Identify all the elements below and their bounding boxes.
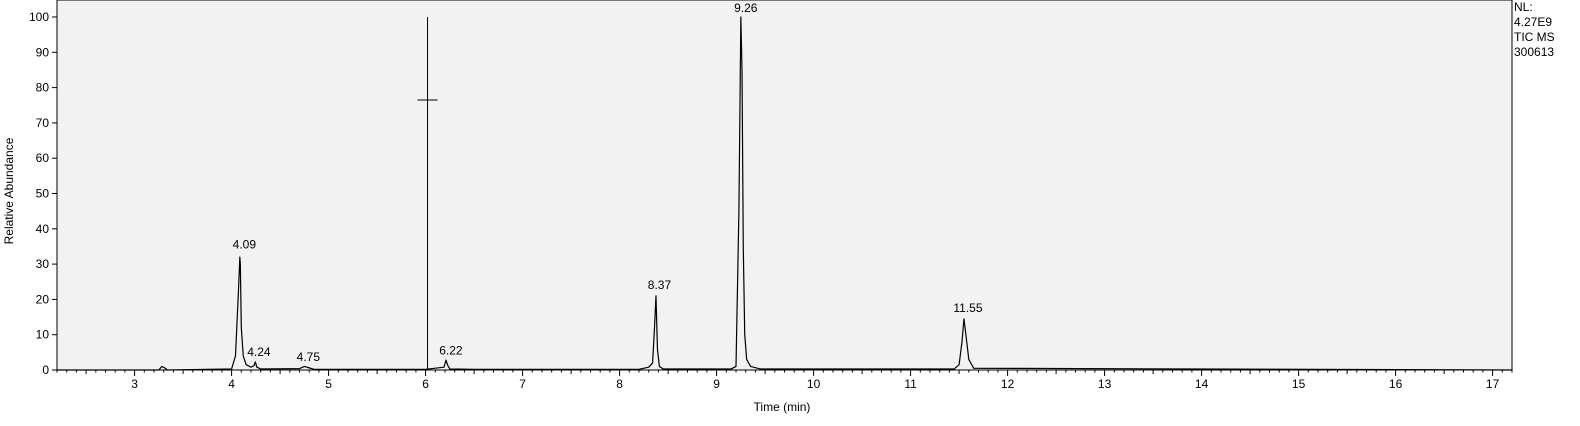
- plot-area: [56, 0, 1513, 371]
- y-tick-label: 0: [42, 363, 49, 377]
- y-tick-label: 20: [36, 292, 50, 306]
- x-tick-label: 16: [1389, 377, 1403, 391]
- peak-label: 9.26: [734, 1, 758, 15]
- y-tick-label: 40: [36, 222, 50, 236]
- tic-trace-line: [57, 16, 1513, 371]
- x-tick-label: 9: [713, 377, 720, 391]
- x-tick-label: 15: [1292, 377, 1306, 391]
- y-axis-title: Relative Abundance: [2, 137, 16, 244]
- normalization-info-line: NL:: [1514, 0, 1533, 14]
- y-tick-label: 10: [36, 328, 50, 342]
- y-tick-label: 100: [29, 10, 49, 24]
- y-tick-label: 30: [36, 257, 50, 271]
- peak-label: 4.24: [247, 345, 271, 359]
- normalization-info-line: 300613: [1514, 45, 1554, 59]
- y-tick-label: 50: [36, 187, 50, 201]
- y-tick-label: 90: [36, 45, 50, 59]
- normalization-info-line: 4.27E9: [1514, 15, 1552, 29]
- x-tick-label: 8: [616, 377, 623, 391]
- y-tick-label: 80: [36, 81, 50, 95]
- peak-label: 8.37: [648, 278, 672, 292]
- y-tick-label: 70: [36, 116, 50, 130]
- x-tick-label: 11: [904, 377, 917, 391]
- x-tick-label: 5: [325, 377, 332, 391]
- x-tick-label: 14: [1195, 377, 1209, 391]
- x-tick-label: 7: [519, 377, 526, 391]
- x-tick-label: 12: [1001, 377, 1015, 391]
- peak-label: 4.09: [233, 238, 257, 252]
- y-tick-label: 60: [36, 151, 50, 165]
- x-tick-label: 17: [1486, 377, 1500, 391]
- x-tick-label: 4: [228, 377, 235, 391]
- x-axis-title: Time (min): [754, 400, 811, 414]
- x-tick-label: 3: [131, 377, 138, 391]
- x-tick-label: 6: [422, 377, 429, 391]
- peak-label: 11.55: [953, 301, 982, 315]
- x-tick-label: 10: [807, 377, 821, 391]
- peak-label: 4.75: [297, 350, 321, 364]
- peak-label: 6.22: [439, 343, 463, 357]
- normalization-info-line: TIC MS: [1514, 30, 1555, 44]
- x-tick-label: 13: [1098, 377, 1112, 391]
